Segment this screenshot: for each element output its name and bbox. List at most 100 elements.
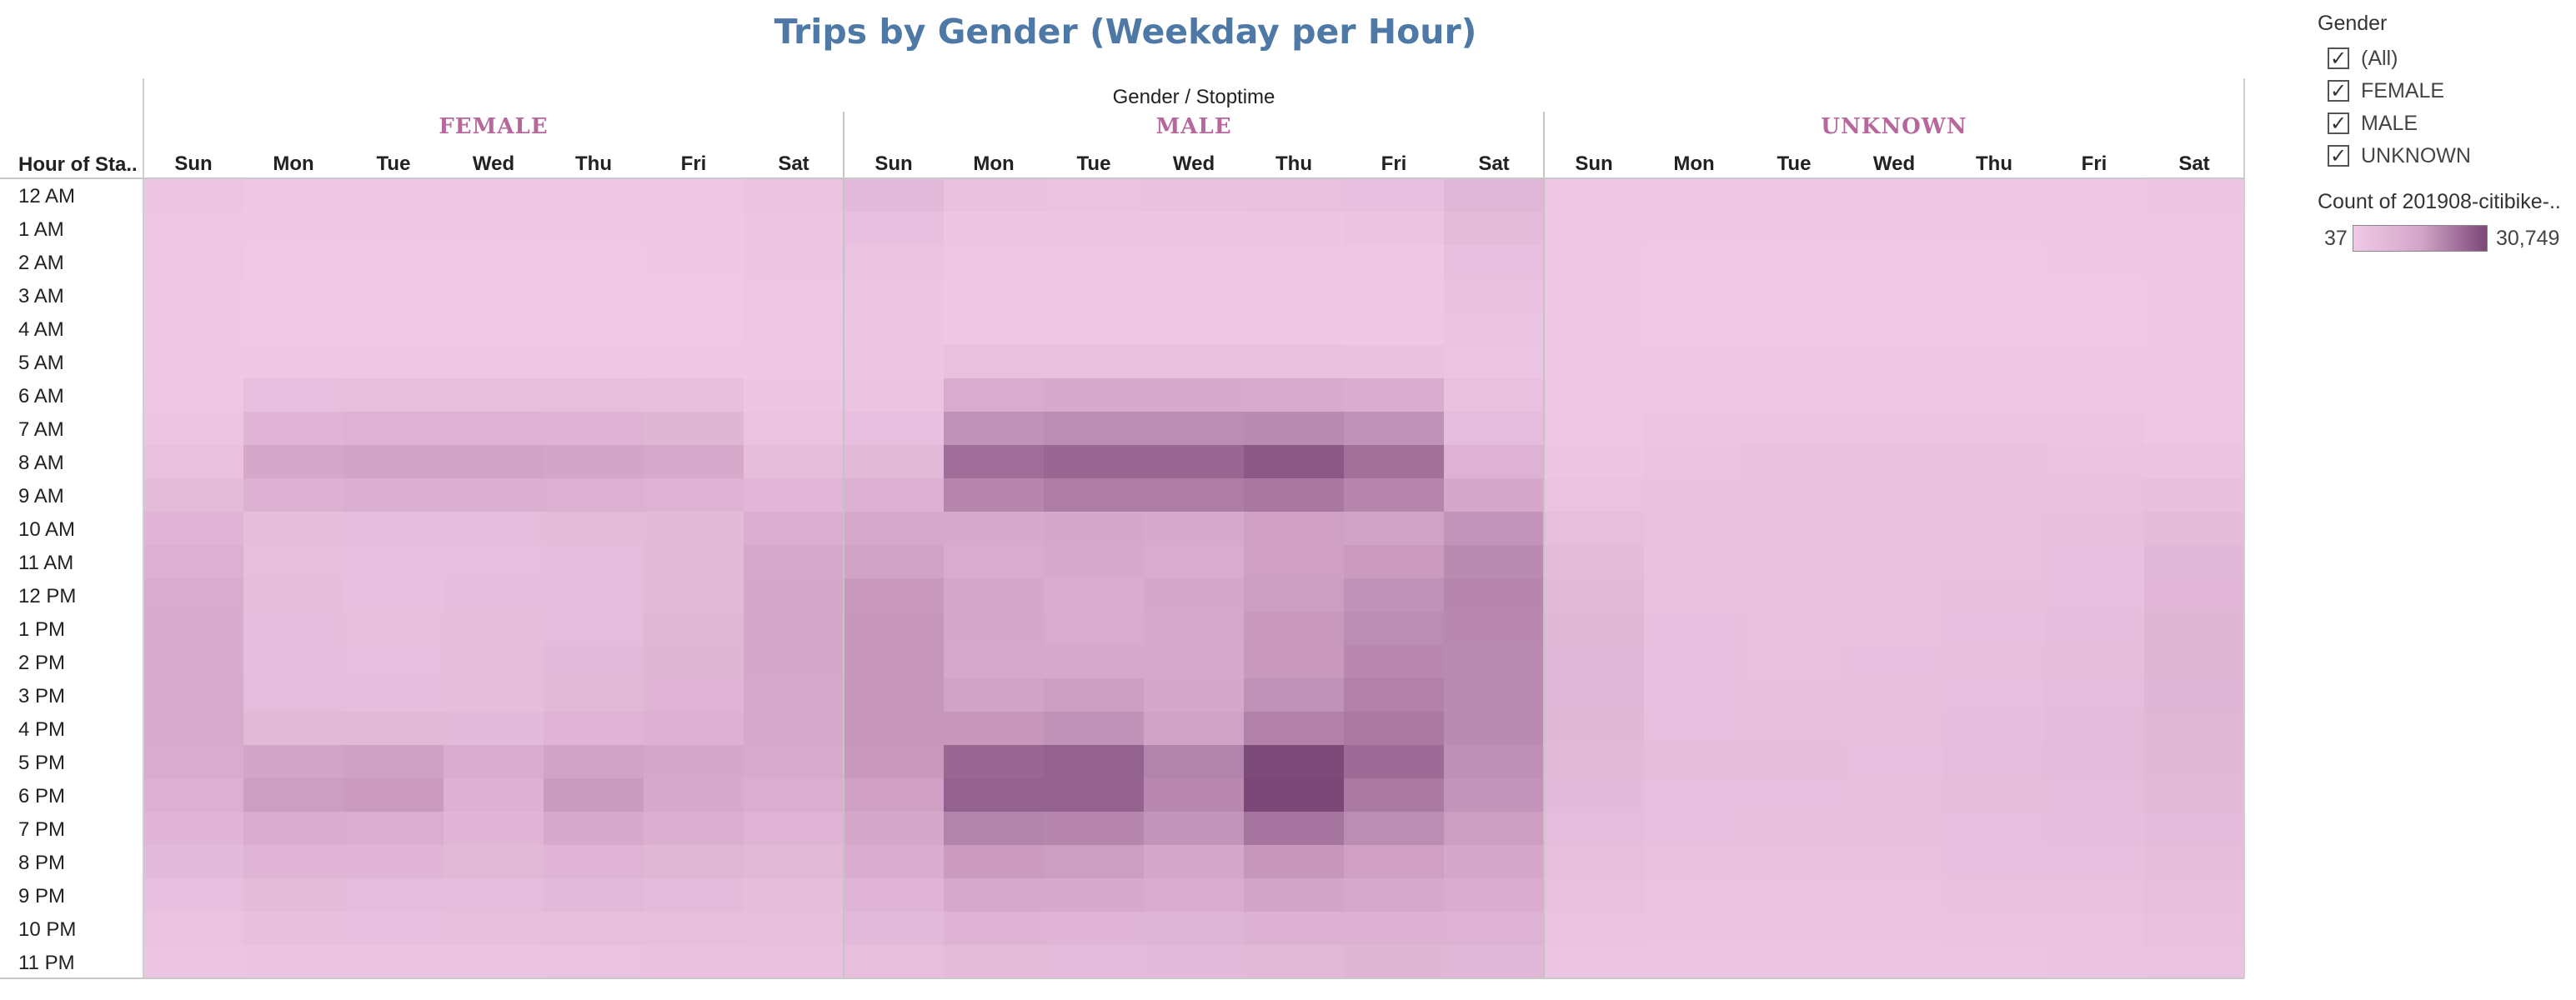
heatmap-cell [2044, 245, 2144, 278]
heatmap-cell [1344, 645, 1444, 678]
hour-label: 7 AM [18, 418, 64, 441]
heatmap-cell [1644, 545, 1744, 578]
heatmap-cell [444, 878, 544, 912]
filter-item-female[interactable]: ✓ FEMALE [2328, 78, 2444, 103]
heatmap-cell [2144, 812, 2244, 845]
heatmap-cell [544, 312, 644, 345]
day-label: Tue [1777, 152, 1812, 175]
heatmap-cell [944, 778, 1044, 812]
heatmap-cell [644, 878, 744, 912]
gender-filter-title: Gender [2318, 12, 2388, 35]
heatmap-cell [2144, 645, 2244, 678]
heatmap-cell [1444, 578, 1544, 612]
check-icon[interactable]: ✓ [2328, 48, 2349, 69]
heatmap-cell [343, 712, 444, 745]
heatmap-cell [1844, 778, 1944, 812]
heatmap-cell [1744, 312, 1844, 345]
hour-label: 4 PM [18, 718, 65, 741]
heatmap-cell [1244, 812, 1344, 845]
heatmap-cell [1244, 578, 1344, 612]
heatmap-cell [644, 445, 744, 478]
heatmap-cell [1444, 278, 1544, 312]
day-label: Thu [1275, 152, 1312, 175]
heatmap-cell [2044, 845, 2144, 878]
heatmap-cell [944, 645, 1044, 678]
heatmap-chart: Gender / Stoptime Hour of Sta.. FEMALE Sun M… [0, 78, 2245, 979]
heatmap-cell [143, 712, 243, 745]
heatmap-cell [644, 945, 744, 978]
heatmap-cell [1144, 945, 1244, 978]
heatmap-cell [944, 378, 1044, 412]
heatmap-cell [1444, 912, 1544, 945]
chart-title: Trips by Gender (Weekday per Hour) [774, 12, 1477, 52]
heatmap-cell [343, 178, 444, 212]
heatmap-cell [1244, 778, 1344, 812]
heatmap-cell [143, 612, 243, 645]
hour-label: 2 AM [18, 252, 64, 274]
heatmap-cell [1944, 845, 2044, 878]
heatmap-cell [1244, 745, 1344, 778]
hour-label: 8 AM [18, 452, 64, 474]
filter-label: MALE [2361, 111, 2418, 135]
heatmap-cell [343, 745, 444, 778]
heatmap-cell [1944, 945, 2044, 978]
heatmap-cell [544, 678, 644, 712]
heatmap-cell [343, 478, 444, 512]
heatmap-cell [744, 678, 844, 712]
hour-label: 1 PM [18, 618, 65, 641]
heatmap-cell [1244, 178, 1344, 212]
heatmap-cell [2144, 345, 2244, 378]
heatmap-cell [243, 745, 343, 778]
heatmap-cell [1444, 212, 1544, 245]
day-label: Sat [2178, 152, 2209, 175]
heatmap-cell [243, 345, 343, 378]
heatmap-cell [544, 412, 644, 445]
row-header: Hour of Sta.. [18, 153, 138, 176]
heatmap-cell [1244, 445, 1344, 478]
check-icon[interactable]: ✓ [2328, 145, 2349, 167]
heatmap-cell [143, 678, 243, 712]
heatmap-cell [844, 912, 944, 945]
heatmap-cell [243, 845, 343, 878]
heatmap-cell [1744, 378, 1844, 412]
heatmap-cell [343, 212, 444, 245]
day-label: Sat [778, 152, 809, 175]
heatmap-cell [1044, 878, 1144, 912]
heatmap-cell [1144, 778, 1244, 812]
heatmap-cell [1444, 712, 1544, 745]
heatmap-cell [944, 245, 1044, 278]
heatmap-cell [744, 845, 844, 878]
filter-item-all[interactable]: ✓ (All) [2328, 46, 2398, 71]
heatmap-cell [1744, 712, 1844, 745]
heatmap-cell [544, 612, 644, 645]
heatmap-cell [1444, 778, 1544, 812]
heatmap-cell [1444, 512, 1544, 545]
heatmap-cell [1844, 345, 1944, 378]
heatmap-cell [1644, 912, 1744, 945]
heatmap-cell [844, 778, 944, 812]
hour-label: 7 PM [18, 818, 65, 841]
check-icon[interactable]: ✓ [2328, 112, 2349, 134]
group-label: MALE [1155, 114, 1231, 139]
heatmap-cell [1344, 278, 1444, 312]
heatmap-cell [343, 912, 444, 945]
heatmap-cell [844, 212, 944, 245]
heatmap-cell [1944, 512, 2044, 545]
heatmap-cell [744, 878, 844, 912]
check-icon[interactable]: ✓ [2328, 80, 2349, 102]
heatmap-cell [644, 378, 744, 412]
heatmap-cell [744, 778, 844, 812]
heatmap-cell [1744, 878, 1844, 912]
filter-item-male[interactable]: ✓ MALE [2328, 111, 2418, 136]
heatmap-cell [944, 312, 1044, 345]
heatmap-cell [844, 812, 944, 845]
heatmap-cell [1244, 412, 1344, 445]
heatmap-cell [1044, 712, 1144, 745]
heatmap-cell [1444, 812, 1544, 845]
heatmap-cell [1344, 178, 1444, 212]
hour-label: 10 PM [18, 918, 76, 941]
heatmap-cell [2144, 912, 2244, 945]
filter-item-unknown[interactable]: ✓ UNKNOWN [2328, 143, 2471, 168]
heatmap-cell [1944, 678, 2044, 712]
heatmap-cell [1144, 745, 1244, 778]
